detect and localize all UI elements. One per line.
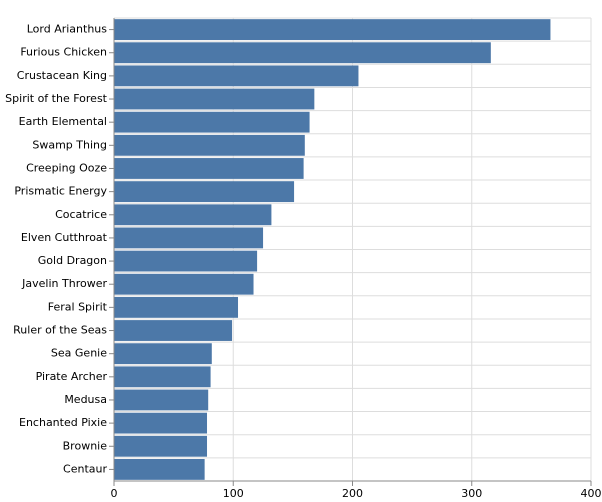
y-tick-label: Brownie <box>63 439 108 452</box>
y-tick-label: Cocatrice <box>55 208 107 221</box>
x-tick-label: 200 <box>342 487 363 500</box>
y-tick-label: Lord Arianthus <box>27 23 108 36</box>
y-tick-label: Swamp Thing <box>32 138 107 151</box>
bar <box>114 134 305 156</box>
y-tick-label: Gold Dragon <box>38 254 107 267</box>
y-tick-label: Sea Genie <box>51 347 107 360</box>
y-tick-label: Spirit of the Forest <box>5 92 108 105</box>
x-tick-label: 400 <box>581 487 602 500</box>
bar <box>114 111 310 133</box>
bar <box>114 65 359 87</box>
y-tick-label: Feral Spirit <box>48 300 108 313</box>
bar <box>114 296 239 318</box>
bar <box>114 181 295 203</box>
y-tick-label: Pirate Archer <box>36 370 108 383</box>
bar <box>114 343 212 365</box>
bar <box>114 250 258 272</box>
y-tick-label: Enchanted Pixie <box>19 416 107 429</box>
y-tick-label: Creeping Ooze <box>26 161 107 174</box>
bar <box>114 389 209 411</box>
bar <box>114 227 264 249</box>
y-tick-label: Ruler of the Seas <box>13 324 107 337</box>
bar <box>114 88 315 110</box>
x-tick-label: 300 <box>461 487 482 500</box>
bar <box>114 273 254 295</box>
bar <box>114 204 272 226</box>
bar <box>114 158 304 179</box>
bar <box>114 42 491 64</box>
bar <box>114 435 208 457</box>
x-tick-label: 0 <box>111 487 118 500</box>
y-tick-label: Centaur <box>63 462 107 475</box>
bar <box>114 366 211 388</box>
y-tick-label: Prismatic Energy <box>14 185 107 198</box>
y-tick-label: Medusa <box>64 393 107 406</box>
bar <box>114 459 205 480</box>
y-tick-label: Furious Chicken <box>20 46 107 59</box>
bar <box>114 320 233 341</box>
y-tick-label: Javelin Thrower <box>21 277 107 290</box>
bar <box>114 19 551 40</box>
y-tick-label: Elven Cutthroat <box>21 231 108 244</box>
x-tick-label: 100 <box>223 487 244 500</box>
y-tick-label: Earth Elemental <box>19 115 107 128</box>
bar <box>114 412 208 434</box>
y-tick-label: Crustacean King <box>17 69 107 82</box>
